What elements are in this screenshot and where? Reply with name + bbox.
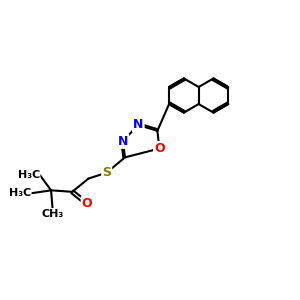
Text: O: O [154,142,165,155]
Text: S: S [102,166,111,179]
Text: H₃C: H₃C [9,188,31,198]
Text: N: N [118,135,128,148]
Text: N: N [133,118,143,131]
Text: H₃C: H₃C [18,170,40,180]
Text: N: N [118,135,128,148]
Text: O: O [82,197,92,210]
Text: O: O [154,142,165,155]
Text: CH₃: CH₃ [41,208,64,219]
Text: N: N [133,118,143,131]
